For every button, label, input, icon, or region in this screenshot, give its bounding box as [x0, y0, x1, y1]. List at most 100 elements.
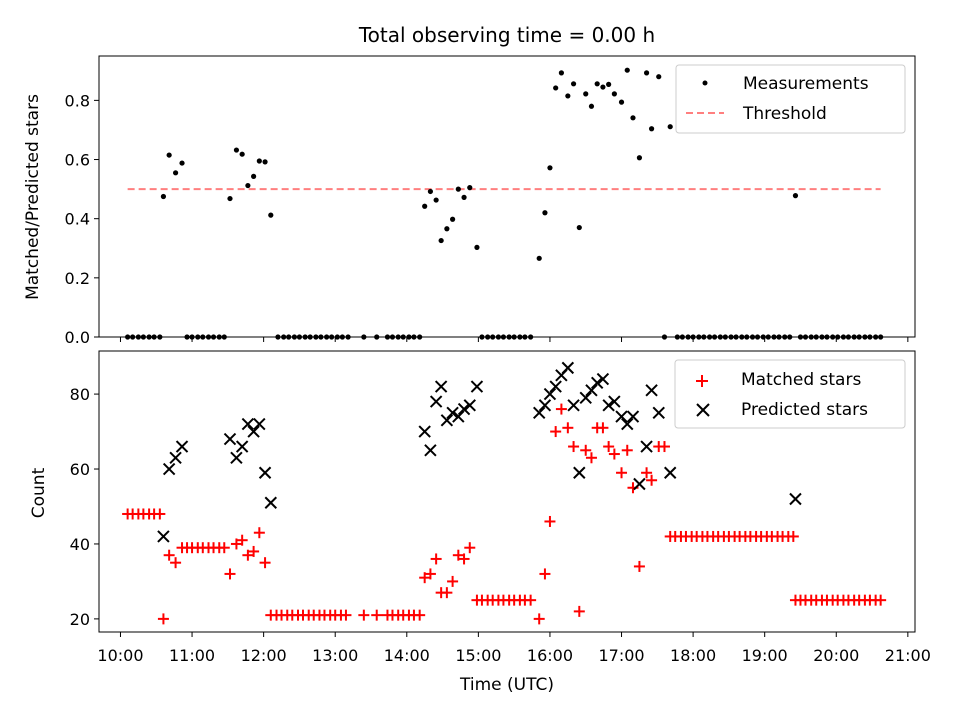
measurement-point: [576, 224, 582, 231]
predicted-star-point: [247, 425, 260, 438]
predicted-star-stroke-b: [253, 417, 266, 431]
matched-star-point: [157, 613, 169, 625]
measurement-point: [558, 70, 565, 76]
predicted-star-point: [434, 380, 448, 393]
matched-star-point: [230, 538, 242, 550]
bottom-x-tick-label: 12:00: [241, 646, 287, 665]
predicted-star-point: [241, 417, 255, 431]
predicted-star-stroke-b: [538, 399, 552, 412]
top-y-tick-label: 0.2: [65, 269, 90, 288]
predicted-star-point: [429, 395, 443, 408]
bottom-legend-box: [674, 359, 906, 429]
matched-star-point: [875, 594, 887, 606]
measurement-point: [450, 216, 456, 222]
predicted-star-stroke-b: [590, 376, 604, 390]
predicted-star-stroke-b: [567, 399, 580, 412]
predicted-star-stroke-b: [543, 387, 557, 401]
predicted-star-point: [567, 399, 580, 412]
measurement-point: [553, 85, 559, 91]
predicted-star-stroke-b: [157, 530, 170, 543]
bottom-axes-frame: [98, 350, 916, 633]
measurement-point: [467, 185, 473, 191]
measurement-point: [422, 203, 428, 209]
matched-star-point: [573, 605, 585, 617]
matched-star-point: [539, 568, 551, 580]
matched-star-point: [441, 587, 453, 599]
predicted-star-stroke-b: [579, 391, 592, 405]
legend-threshold-label: Threshold: [742, 104, 827, 124]
predicted-star-stroke-b: [230, 451, 243, 464]
predicted-star-stroke-b: [533, 406, 546, 420]
measurement-point: [427, 188, 434, 195]
predicted-star-point: [561, 361, 575, 375]
measurement-point: [547, 165, 553, 171]
bottom-x-tick-label: 17:00: [598, 646, 644, 665]
matched-star-point: [371, 609, 383, 621]
predicted-star-point: [258, 466, 272, 479]
predicted-star-point: [596, 372, 610, 386]
matched-star-point: [525, 594, 537, 606]
matched-star-point: [419, 572, 431, 584]
predicted-star-stroke-b: [235, 440, 249, 453]
predicted-star-point: [253, 417, 266, 431]
predicted-star-point: [235, 440, 249, 453]
bottom-x-tick-label: 20:00: [813, 646, 859, 665]
bottom-x-tick-label: 18:00: [670, 646, 716, 665]
matched-star-point: [608, 448, 620, 460]
matched-star-point: [458, 553, 470, 565]
top-legend-box: [675, 64, 906, 134]
predicted-star-stroke-b: [429, 395, 443, 408]
predicted-star-stroke-b: [640, 440, 653, 453]
predicted-star-stroke-b: [602, 399, 615, 412]
predicted-star-stroke-b: [446, 406, 459, 420]
predicted-star-point: [549, 380, 562, 393]
top-y-axis-label: Matched/Predicted stars: [23, 94, 43, 300]
matched-star-point: [550, 426, 562, 438]
bottom-axis-ticks: 20 40 60 80 10:00 11:00 12:00 13:00 14:00 15:00 16…: [70, 385, 931, 665]
measurement-point: [474, 244, 480, 250]
predicted-star-point: [579, 391, 592, 405]
measurement-point: [792, 193, 799, 199]
measurement-point: [268, 212, 274, 218]
measurement-point: [233, 147, 240, 153]
chart-title: Total observing time = 0.00 h: [358, 23, 655, 47]
measurement-point: [594, 81, 600, 87]
predicted-star-point: [162, 462, 176, 476]
predicted-star-point: [590, 376, 604, 390]
matched-star-point: [464, 542, 476, 554]
predicted-star-point: [169, 451, 182, 464]
bottom-x-tick-label: 11:00: [169, 646, 215, 665]
measurement-point: [542, 210, 548, 216]
matched-star-point: [452, 549, 464, 561]
predicted-star-point: [457, 402, 471, 416]
matched-star-point: [358, 609, 370, 621]
bottom-x-tick-label: 13:00: [312, 646, 358, 665]
predicted-star-stroke-b: [457, 402, 471, 416]
bottom-x-tick-label: 14:00: [384, 646, 430, 665]
legend-predicted-label: Predicted stars: [741, 400, 868, 420]
matched-star-point: [533, 613, 545, 625]
top-y-tick-label: 0.8: [65, 91, 90, 110]
bottom-x-tick-label: 19:00: [742, 646, 788, 665]
predicted-star-stroke-b: [434, 380, 448, 393]
predicted-star-stroke-b: [621, 417, 634, 431]
predicted-star-point: [223, 432, 237, 446]
predicted-star-point: [424, 444, 437, 457]
matched-star-point: [658, 441, 670, 453]
top-panel: Total observing time = 0.00 h Matched/Pr…: [23, 23, 916, 347]
predicted-star-stroke-b: [626, 410, 640, 423]
x-axis-label: Time (UTC): [459, 675, 554, 695]
predicted-star-point: [789, 492, 802, 506]
predicted-star-point: [626, 410, 640, 423]
predicted-star-point: [585, 384, 598, 397]
top-legend: Measurements Threshold: [675, 64, 906, 134]
matched-star-point: [218, 542, 230, 554]
legend-measurements-label: Measurements: [743, 74, 869, 94]
measurement-point: [172, 170, 179, 176]
predicted-star-stroke-b: [247, 425, 260, 438]
matched-star-point: [414, 609, 426, 621]
measurement-point: [262, 159, 268, 165]
matched-star-point: [340, 609, 352, 621]
predicted-star-point: [157, 530, 170, 543]
